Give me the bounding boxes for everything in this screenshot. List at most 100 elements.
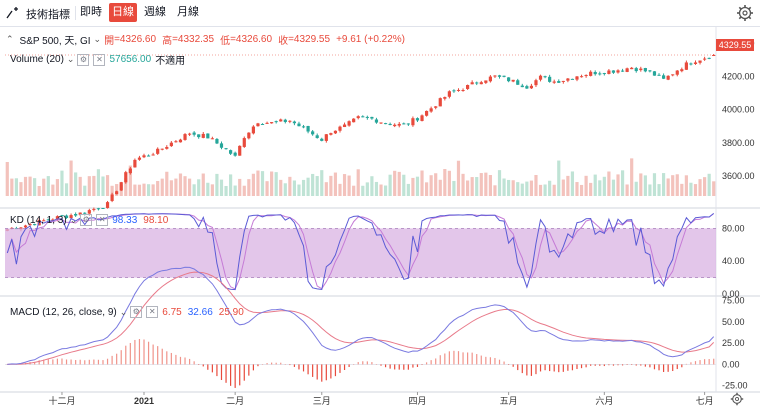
kd-band: [5, 228, 716, 278]
symbol-label[interactable]: S&P 500, 天, GI: [19, 36, 91, 47]
kd-close-icon[interactable]: ✕: [96, 214, 109, 226]
candle-body: [55, 216, 60, 220]
volume-bar: [156, 181, 160, 196]
macd-hist-bar: [603, 364, 605, 367]
macd-hist-bar: [708, 359, 710, 365]
macd-hist-bar: [111, 355, 113, 365]
macd-hist-bar: [562, 364, 564, 372]
candle-body: [461, 89, 465, 91]
volume-bar: [589, 182, 593, 196]
candle-body: [292, 121, 297, 124]
macd-hist-bar: [143, 339, 145, 365]
settings-gear-icon[interactable]: [736, 4, 754, 22]
volume-bar: [165, 171, 169, 196]
macd-hist-bar: [394, 364, 396, 370]
volume-bar: [557, 160, 561, 196]
kd-tick-label: 80.00: [722, 223, 745, 233]
volume-name[interactable]: Volume (20): [10, 54, 64, 65]
volume-bar: [142, 183, 146, 196]
candle-body: [28, 224, 32, 226]
candle-body: [383, 123, 388, 125]
macd-hist-bar: [202, 364, 204, 367]
volume-bar: [452, 180, 456, 196]
kd-settings-icon[interactable]: ⚙: [80, 214, 93, 226]
collapse-chevron-icon[interactable]: ⌃: [6, 34, 14, 44]
symbol-chevron-down-icon[interactable]: ⌄: [93, 34, 102, 44]
candle-body: [301, 126, 306, 128]
plus-function-icon[interactable]: [6, 5, 24, 21]
interval-monthly-button[interactable]: 月線: [177, 6, 199, 18]
volume-bar: [288, 176, 292, 196]
volume-bar: [511, 180, 515, 196]
volume-bar: [411, 177, 415, 196]
macd-hist-bar: [188, 358, 191, 365]
chart-canvas[interactable]: 3600.003800.004000.004200.004400.000.004…: [0, 26, 760, 410]
macd-name[interactable]: MACD (12, 26, close, 9): [10, 306, 117, 318]
macd-hist-bar: [480, 355, 482, 365]
candle-body: [684, 62, 688, 70]
volume-bar: [516, 182, 520, 196]
candle-body: [279, 119, 283, 122]
volume-bar: [42, 178, 46, 196]
change-value: +9.61 (+0.22%): [336, 34, 405, 45]
volume-bar: [620, 170, 625, 196]
macd-tick-label: 75.00: [722, 296, 745, 306]
macd-hist-bar: [93, 359, 95, 365]
candle-body: [388, 123, 392, 126]
candle-body: [447, 91, 451, 97]
volume-bar: [648, 184, 652, 196]
kd-chevron-down-icon[interactable]: ⌄: [69, 214, 78, 225]
candle-body: [311, 131, 315, 135]
interval-weekly-button[interactable]: 週線: [144, 6, 166, 18]
macd-hist-bar: [612, 364, 615, 366]
candle-body: [46, 219, 50, 221]
volume-bar: [151, 184, 155, 196]
macd-hist-value: 6.75: [162, 306, 182, 318]
interval-daily-button[interactable]: 日線: [109, 3, 137, 22]
macd-hist-bar: [626, 364, 628, 365]
candle-body: [160, 148, 164, 150]
volume-chevron-down-icon[interactable]: ⌄: [66, 54, 75, 64]
volume-bar: [703, 177, 707, 196]
macd-hist-bar: [567, 364, 569, 371]
bottom-settings-gear-icon[interactable]: [730, 392, 744, 406]
candle-body: [671, 74, 675, 76]
candle-body: [219, 143, 224, 148]
candle-body: [648, 70, 652, 72]
volume-bar: [242, 185, 246, 196]
volume-bar: [680, 183, 684, 196]
macd-hist-bar: [271, 362, 273, 365]
macd-chevron-down-icon[interactable]: ⌄: [119, 306, 128, 317]
macd-hist-bar: [334, 364, 337, 377]
macd-hist-bar: [512, 364, 514, 367]
macd-tick-label: -25.00: [722, 381, 748, 391]
volume-bar: [443, 169, 447, 196]
macd-hist-bar: [170, 352, 172, 365]
candle-body: [538, 75, 543, 80]
high-value: =4332.35: [172, 34, 215, 45]
volume-bar: [529, 180, 534, 196]
volume-bar: [347, 175, 351, 196]
volume-settings-icon[interactable]: ⚙: [77, 53, 90, 66]
macd-close-icon[interactable]: ✕: [146, 306, 159, 318]
volume-bar: [466, 180, 470, 196]
volume-bar: [229, 174, 233, 196]
macd-settings-icon[interactable]: ⚙: [130, 306, 143, 318]
candle-body: [620, 70, 625, 72]
macd-hist-bar: [685, 363, 687, 365]
kd-tick-label: 0.00: [722, 289, 740, 299]
candle-body: [320, 138, 324, 141]
candle-body: [698, 60, 702, 63]
open-label: 開: [104, 36, 115, 47]
macd-hist-bar: [644, 364, 646, 367]
candle-body: [229, 150, 233, 154]
kd-d-value: 98.10: [143, 214, 169, 226]
volume-bar: [598, 180, 602, 196]
macd-line: [7, 266, 715, 365]
volume-bar: [101, 176, 105, 196]
kd-name[interactable]: KD (14, 1, 3): [10, 214, 67, 226]
candle-body: [520, 85, 524, 88]
interval-realtime-button[interactable]: 即時: [80, 6, 102, 18]
indicators-label[interactable]: 技術指標: [26, 9, 70, 21]
volume-close-icon[interactable]: ✕: [93, 53, 106, 66]
